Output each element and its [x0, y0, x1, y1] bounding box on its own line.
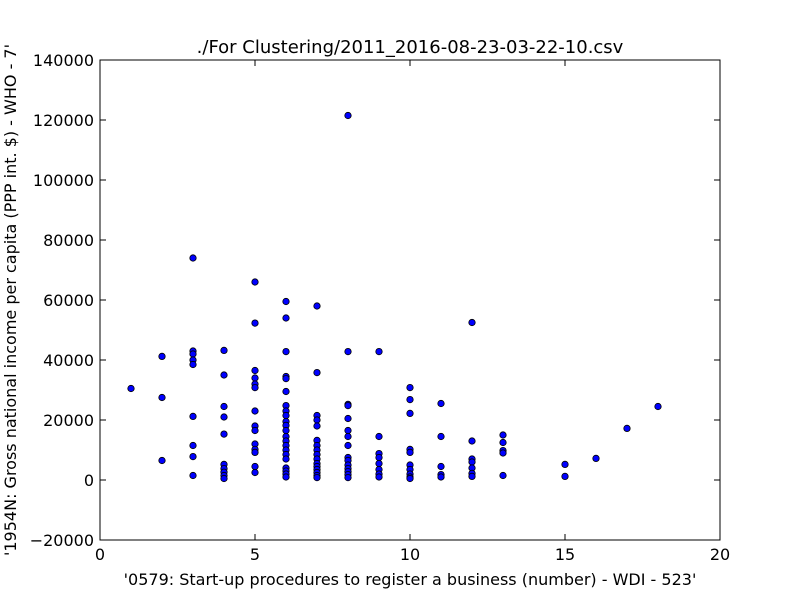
y-tick-label: 60000 — [43, 291, 94, 310]
data-point — [189, 452, 197, 461]
data-point — [189, 471, 197, 480]
data-point — [282, 297, 290, 306]
data-point — [189, 412, 197, 420]
data-point — [499, 438, 507, 447]
data-point — [406, 395, 414, 404]
x-tick-label: 5 — [250, 545, 260, 564]
data-point — [189, 441, 197, 450]
x-tick-label: 10 — [400, 545, 420, 564]
data-point — [561, 460, 569, 468]
data-point — [468, 437, 476, 445]
data-point — [158, 393, 166, 402]
data-point — [251, 374, 259, 382]
data-point — [220, 474, 228, 483]
data-point — [282, 314, 290, 322]
y-tick-label: 40000 — [43, 351, 94, 370]
data-point — [344, 441, 352, 450]
data-point — [282, 374, 290, 383]
data-point — [220, 413, 228, 421]
y-tick-label: 100000 — [33, 171, 94, 190]
y-axis-ticks: −20000 0 20000 40000 60000 80000 100000 120000 1… — [30, 51, 720, 550]
data-point — [220, 402, 228, 411]
data-point — [375, 473, 383, 481]
data-point — [251, 319, 259, 327]
data-point — [282, 426, 290, 435]
data-point — [313, 416, 321, 424]
data-point — [406, 474, 414, 483]
data-point — [127, 384, 135, 393]
data-point — [592, 454, 600, 462]
data-point — [375, 453, 383, 462]
data-point — [623, 424, 631, 432]
data-point — [344, 414, 352, 423]
data-point — [220, 346, 228, 354]
data-point — [499, 471, 507, 480]
data-point — [282, 473, 290, 481]
data-point — [313, 368, 321, 377]
data-point — [251, 468, 259, 477]
x-tick-label: 0 — [95, 545, 105, 564]
x-tick-label: 20 — [710, 545, 730, 564]
x-tick-label: 15 — [555, 545, 575, 564]
x-axis-ticks: 0 5 10 15 20 — [95, 60, 730, 564]
data-points — [127, 111, 662, 483]
data-point — [654, 402, 662, 411]
y-tick-label: 0 — [84, 471, 94, 490]
data-point — [251, 366, 259, 375]
data-point — [344, 347, 352, 356]
data-point — [437, 399, 445, 408]
data-point — [437, 432, 445, 441]
data-point — [344, 432, 352, 441]
data-point — [468, 318, 476, 327]
data-point — [251, 462, 259, 471]
data-point — [189, 360, 197, 369]
chart-title: ./For Clustering/2011_2016-08-23-03-22-1… — [197, 37, 624, 58]
data-point — [189, 350, 197, 358]
data-point — [158, 456, 166, 465]
data-point — [313, 422, 321, 430]
data-point — [375, 432, 383, 441]
y-axis-label: '1954N: Gross national income per capita… — [1, 44, 20, 556]
data-point — [282, 347, 290, 356]
y-tick-label: 120000 — [33, 111, 94, 130]
data-point — [344, 401, 352, 410]
data-point — [282, 455, 290, 463]
data-point — [313, 473, 321, 482]
data-point — [406, 409, 414, 417]
data-point — [375, 459, 383, 468]
data-point — [158, 352, 166, 360]
data-point — [499, 431, 507, 439]
data-point — [251, 426, 259, 435]
data-point — [437, 473, 445, 481]
data-point — [282, 411, 290, 420]
y-tick-label: 20000 — [43, 411, 94, 430]
data-point — [499, 449, 507, 457]
data-point — [375, 347, 383, 356]
data-point — [437, 462, 445, 471]
data-point — [344, 111, 352, 120]
y-tick-label: 140000 — [33, 51, 94, 70]
data-point — [251, 448, 259, 456]
data-point — [468, 458, 476, 466]
data-point — [282, 387, 290, 396]
data-point — [220, 371, 228, 379]
data-point — [406, 383, 414, 392]
data-point — [189, 254, 197, 262]
data-point — [251, 383, 259, 392]
data-point — [251, 278, 259, 286]
y-tick-label: −20000 — [30, 531, 94, 550]
data-point — [220, 430, 228, 438]
data-point — [468, 472, 476, 480]
data-point — [406, 448, 414, 456]
data-point — [313, 302, 321, 310]
y-tick-label: 80000 — [43, 231, 94, 250]
data-point — [251, 407, 259, 415]
data-point — [561, 472, 569, 480]
x-axis-label: '0579: Start-up procedures to register a… — [124, 570, 697, 589]
data-point — [344, 426, 352, 435]
data-point — [344, 473, 352, 482]
